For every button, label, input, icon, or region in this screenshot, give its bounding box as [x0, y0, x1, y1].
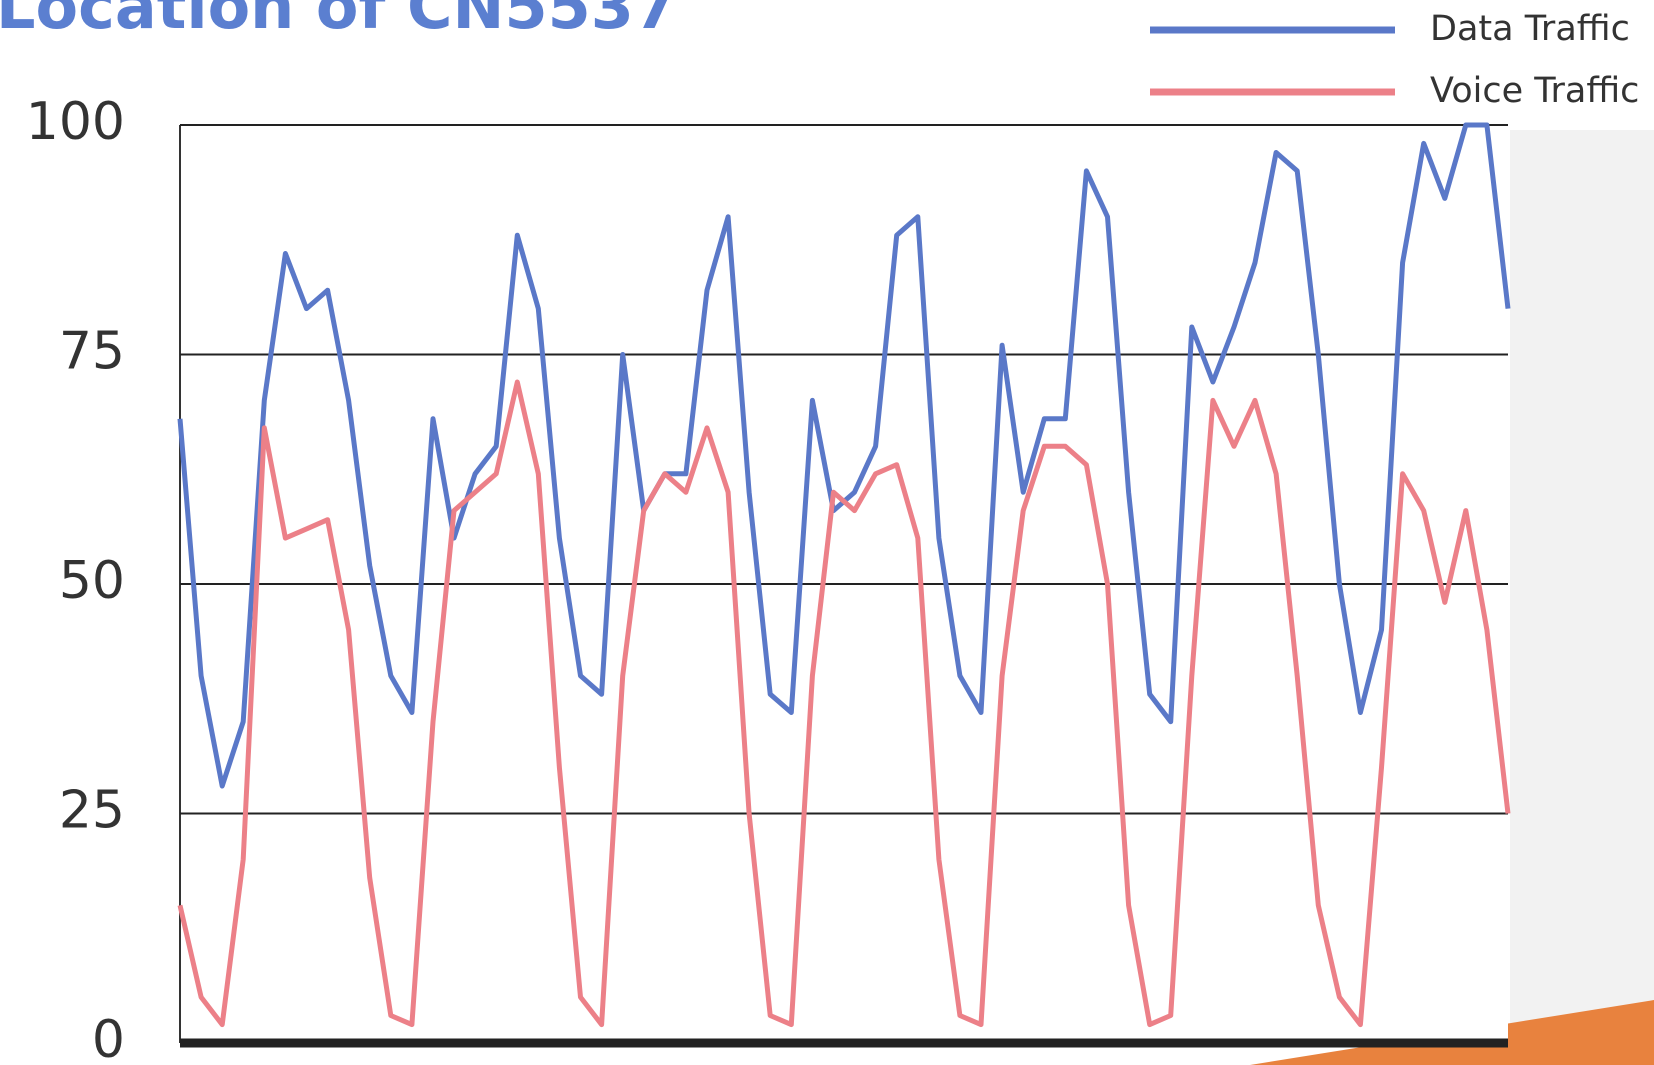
shadow	[1510, 130, 1654, 1065]
series-line	[177, 379, 1511, 1028]
legend-label: Data Traffic	[1430, 9, 1630, 49]
y-tick-label: 25	[59, 781, 125, 841]
legend-label: Voice Traffic	[1430, 71, 1639, 111]
y-tick-label: 50	[59, 551, 125, 611]
chart-title: Location of CN5537	[0, 0, 677, 43]
y-tick-label: 75	[59, 322, 125, 382]
y-tick-label: 0	[92, 1010, 125, 1065]
y-tick-label: 100	[26, 92, 125, 152]
